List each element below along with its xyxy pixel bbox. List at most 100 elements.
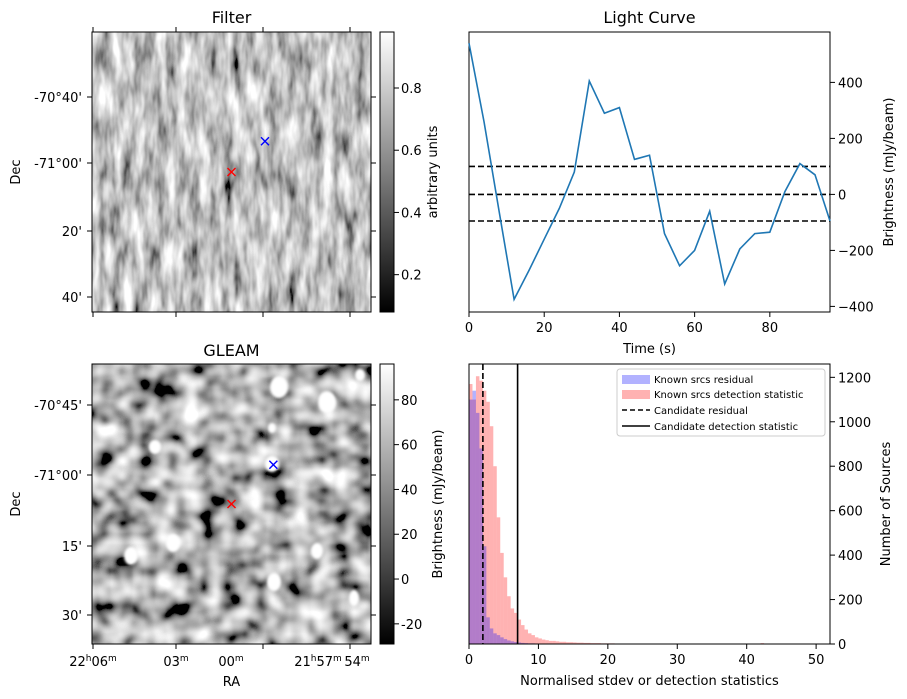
histogram-bar-residual — [472, 390, 476, 644]
gleam-x-tick-label: 54m — [344, 654, 369, 670]
filter-y-ticks: -70°40' -71°00' 20' 40' — [34, 91, 376, 306]
histogram-bar-residual — [510, 641, 515, 644]
filter-x-tick-marks — [92, 27, 351, 317]
histogram-bars — [469, 376, 817, 644]
legend-box — [616, 368, 826, 437]
gleam-colorbar-tick-label: 80 — [401, 394, 418, 409]
filter-panel: Filter -70°40'-71°00'20'40' Dec 0.20.40.… — [9, 8, 441, 317]
gleam-y-tick-label: -70°45' — [34, 399, 82, 414]
histogram-y-tick-label: 200 — [838, 594, 863, 609]
gleam-colorbar-label: Brightness (mJy/beam) — [431, 430, 446, 579]
lightcurve-y-tick-label: 0 — [838, 188, 846, 203]
lightcurve-y-ticks: −400 −200 0 200 400 — [830, 76, 874, 315]
gleam-colorbar-ticks: -20 0 20 40 60 80 — [394, 394, 422, 633]
histogram-bar-detection — [482, 390, 487, 644]
histogram-y-tick-label: 400 — [838, 549, 863, 564]
gleam-x-tick-label-part: 03 — [163, 655, 180, 670]
histogram-bar-detection — [489, 426, 494, 644]
histogram-bar-detection — [538, 638, 542, 644]
filter-y-tick-label: 20' — [62, 225, 82, 240]
filter-y-tick-label: -70°40' — [34, 91, 82, 106]
lightcurve-x-tick-label: 60 — [686, 321, 703, 336]
gleam-x-tick-label: 03m — [163, 654, 188, 670]
gleam-x-label: RA — [223, 675, 241, 690]
histogram-y-tick-label: 800 — [838, 460, 863, 475]
histogram-bar-detection — [510, 608, 515, 644]
lightcurve-y-tick-label: −400 — [838, 300, 874, 315]
histogram-bar-detection — [475, 376, 480, 644]
lightcurve-title: Light Curve — [603, 8, 695, 27]
gleam-x-tick-label-part: m — [108, 654, 117, 664]
gleam-x-tick-label-part: m — [235, 654, 244, 664]
lightcurve-panel: Light Curve 0 20 40 60 80 −400 −200 0 200 400 Ti… — [465, 8, 897, 357]
gleam-x-tick-label-part: m — [333, 654, 342, 664]
histogram-panel: 0 10 20 30 40 50 0 200 400 600 800 1000 1200 Normal… — [465, 363, 894, 689]
histogram-y-ticks: 0 200 400 600 800 1000 1200 — [830, 371, 871, 653]
gleam-x-ticks: 22h06m 03m 00m 21h57m 54m — [69, 644, 370, 670]
filter-colorbar-label: arbitrary units — [426, 125, 441, 218]
lightcurve-threshold-lines — [469, 165, 830, 222]
histogram-bar-detection — [507, 596, 511, 644]
histogram-bar-detection — [583, 642, 588, 644]
legend-swatch-residual — [622, 375, 650, 384]
histogram-bar-residual — [503, 639, 508, 644]
gleam-colorbar-tick-label: 40 — [401, 483, 418, 498]
gleam-x-tick-label-part: 06 — [91, 655, 108, 670]
gleam-x-tick-label-part: m — [361, 654, 370, 664]
histogram-bar-detection — [479, 380, 483, 644]
gleam-x-tick-label-part: h — [311, 654, 317, 664]
histogram-bar-detection — [573, 642, 577, 644]
histogram-x-tick-label: 40 — [738, 653, 755, 668]
lightcurve-x-tick-label: 80 — [762, 321, 779, 336]
lightcurve-y-label: Brightness (mJy/beam) — [882, 98, 897, 247]
histogram-y-label: Number of Sources — [879, 442, 894, 567]
filter-colorbar-tick-label: 0.8 — [401, 82, 422, 97]
filter-y-tick-label: -71°00' — [34, 157, 82, 172]
histogram-bar-detection — [469, 384, 473, 644]
gleam-marker-stroke — [268, 460, 278, 470]
filter-y-label: Dec — [9, 159, 24, 184]
filter-y-tick-label: 40' — [62, 291, 82, 306]
histogram-bar-residual — [517, 642, 522, 644]
histogram-bar-detection — [514, 612, 518, 644]
histogram-bar-detection — [587, 642, 591, 644]
histogram-y-tick-label: 0 — [838, 638, 846, 653]
histogram-y-tick-label: 600 — [838, 505, 863, 520]
histogram-bar-detection — [472, 399, 476, 644]
histogram-bar-detection — [562, 641, 567, 644]
gleam-colorbar-tick-label: -20 — [401, 618, 422, 633]
histogram-bar-detection — [534, 637, 539, 644]
histogram-bar-residual — [486, 617, 490, 644]
histogram-bar-detection — [559, 641, 563, 644]
histogram-frame — [468, 363, 831, 645]
lightcurve-y-tick-label: 200 — [838, 132, 863, 147]
histogram-candidate-lines — [482, 364, 519, 644]
gleam-x-tick-label-part: 54 — [344, 655, 361, 670]
histogram-bar-residual — [521, 642, 525, 644]
histogram-x-label: Normalised stdev or detection statistics — [520, 674, 779, 689]
filter-frame — [91, 31, 372, 313]
gleam-x-tick-label-part: 22 — [69, 655, 86, 670]
histogram-y-tick-label: 1000 — [838, 416, 871, 431]
histogram-bar-residual — [507, 640, 511, 644]
histogram-bar-residual — [489, 628, 494, 644]
histogram-bar-detection — [531, 635, 535, 644]
gleam-x-tick-label: 21h57m — [294, 654, 342, 670]
histogram-bar-residual — [482, 546, 487, 644]
filter-markers — [227, 136, 270, 177]
gleam-marker-blue-x — [268, 460, 278, 470]
lightcurve-series-line — [468, 43, 831, 302]
lightcurve-y-tick-label: 400 — [838, 76, 863, 91]
filter-colorbar — [379, 31, 395, 313]
histogram-bar-detection — [528, 633, 532, 644]
histogram-bar-residual — [475, 412, 480, 644]
filter-colorbar-tick-label: 0.6 — [401, 144, 422, 159]
histogram-bar-detection — [548, 640, 553, 644]
filter-colorbar-tick-label: 0.4 — [401, 206, 422, 221]
legend-label-candidate-residual: Candidate residual — [654, 406, 748, 417]
gleam-y-ticks: -70°45' -71°00' 15' 30' — [34, 399, 376, 624]
histogram-bar-residual — [500, 637, 504, 644]
filter-marker-blue-x — [260, 136, 270, 146]
histogram-bar-residual — [469, 399, 473, 644]
legend-label-candidate-detection: Candidate detection statistic — [654, 422, 798, 433]
